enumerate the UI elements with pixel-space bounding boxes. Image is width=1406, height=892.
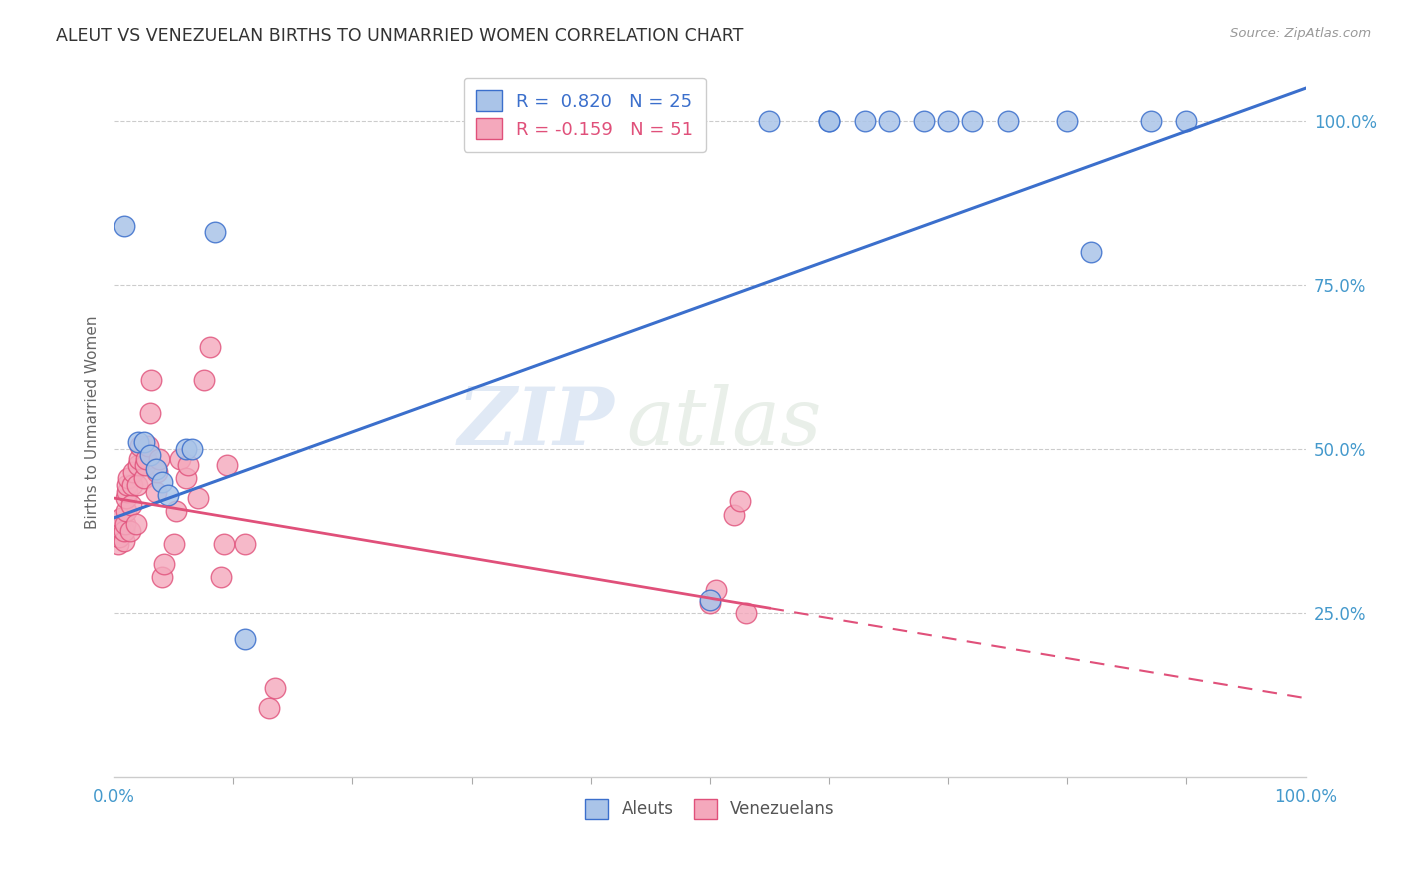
Point: [1139, 114, 1161, 128]
Point: [132, 435, 155, 450]
Point: [233, 632, 256, 647]
Point: [108, 531, 131, 545]
Point: [936, 114, 959, 128]
Text: ALEUT VS VENEZUELAN BIRTHS TO UNMARRIED WOMEN CORRELATION CHART: ALEUT VS VENEZUELAN BIRTHS TO UNMARRIED …: [56, 27, 744, 45]
Point: [129, 439, 152, 453]
Point: [853, 114, 876, 128]
Point: [912, 114, 935, 128]
Point: [132, 471, 155, 485]
Point: [1080, 245, 1102, 260]
Point: [758, 114, 780, 128]
Point: [117, 471, 139, 485]
Point: [193, 373, 215, 387]
Point: [112, 533, 135, 548]
Point: [734, 606, 756, 620]
Point: [156, 488, 179, 502]
Point: [139, 406, 162, 420]
Point: [118, 524, 141, 538]
Point: [135, 451, 157, 466]
Point: [997, 114, 1019, 128]
Point: [150, 570, 173, 584]
Point: [174, 442, 197, 456]
Point: [699, 592, 721, 607]
Point: [145, 484, 167, 499]
Point: [117, 484, 139, 499]
Point: [120, 498, 142, 512]
Point: [204, 226, 226, 240]
Point: [212, 537, 235, 551]
Point: [704, 582, 727, 597]
Point: [150, 475, 173, 489]
Point: [209, 570, 232, 584]
Point: [112, 219, 135, 233]
Point: [169, 451, 191, 466]
Point: [163, 537, 186, 551]
Point: [122, 465, 145, 479]
Point: [1175, 114, 1198, 128]
Point: [148, 451, 170, 466]
Legend: Aleuts, Venezuelans: Aleuts, Venezuelans: [578, 793, 842, 825]
Point: [960, 114, 983, 128]
Point: [128, 451, 150, 466]
Point: [699, 596, 721, 610]
Point: [818, 114, 841, 128]
Point: [139, 373, 162, 387]
Point: [257, 701, 280, 715]
Point: [165, 504, 187, 518]
Point: [217, 458, 239, 473]
Text: atlas: atlas: [627, 384, 823, 461]
Point: [127, 435, 149, 450]
Point: [108, 521, 131, 535]
Y-axis label: Births to Unmarried Women: Births to Unmarried Women: [86, 316, 100, 530]
Text: ZIP: ZIP: [458, 384, 614, 461]
Point: [153, 557, 176, 571]
Point: [124, 517, 146, 532]
Point: [187, 491, 209, 505]
Point: [117, 478, 139, 492]
Point: [174, 471, 197, 485]
Point: [125, 478, 148, 492]
Point: [264, 681, 287, 696]
Point: [728, 494, 751, 508]
Point: [115, 504, 138, 518]
Point: [139, 449, 162, 463]
Point: [136, 439, 159, 453]
Point: [112, 524, 135, 538]
Point: [110, 510, 132, 524]
Point: [198, 340, 221, 354]
Point: [177, 458, 200, 473]
Point: [723, 508, 745, 522]
Point: [1056, 114, 1078, 128]
Point: [114, 517, 136, 532]
Point: [127, 458, 149, 473]
Point: [115, 491, 138, 505]
Point: [145, 461, 167, 475]
Point: [877, 114, 900, 128]
Text: Source: ZipAtlas.com: Source: ZipAtlas.com: [1230, 27, 1371, 40]
Point: [107, 537, 129, 551]
Point: [121, 478, 143, 492]
Point: [134, 458, 156, 473]
Point: [146, 465, 169, 479]
Point: [818, 114, 841, 128]
Point: [180, 442, 202, 456]
Point: [233, 537, 256, 551]
